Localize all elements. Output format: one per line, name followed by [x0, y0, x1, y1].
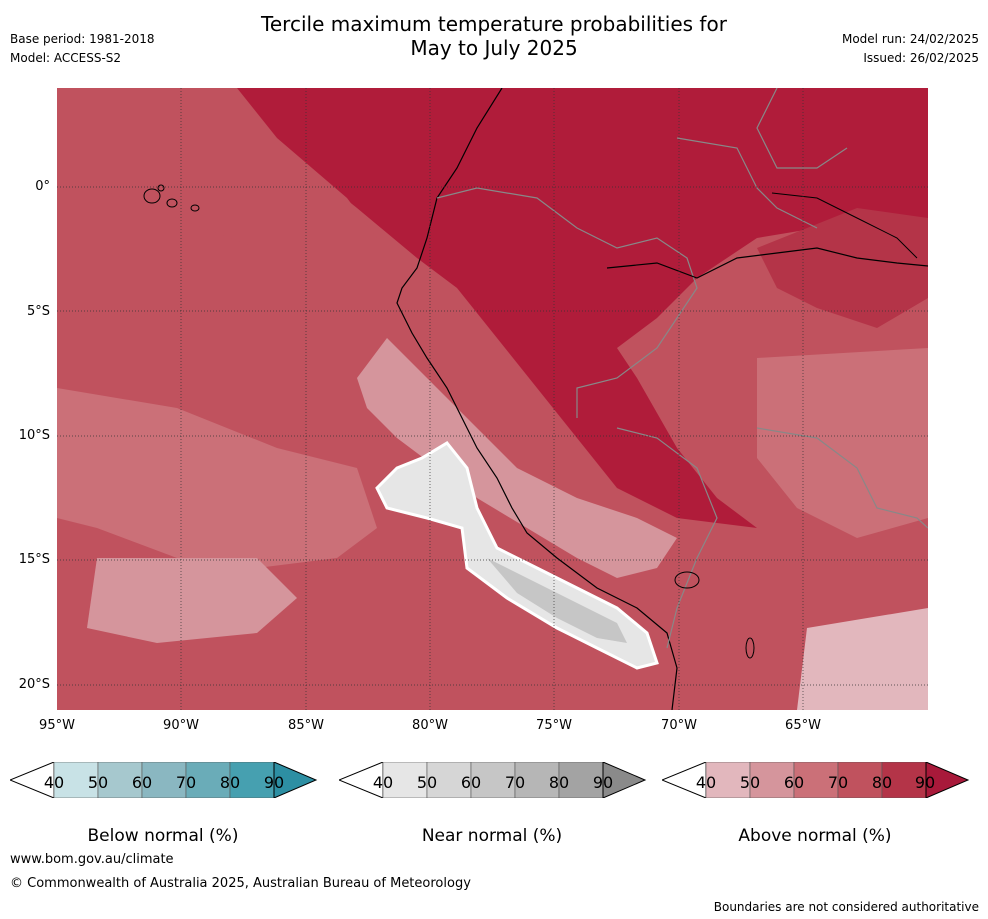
issued-date: Issued: 26/02/2025 [863, 51, 979, 65]
legend-below-tick-90: 90 [263, 773, 285, 792]
map-title: Tercile maximum temperature probabilitie… [0, 12, 988, 60]
lon-label-90w: 90°W [163, 718, 199, 733]
legend-near-tick-70: 70 [504, 773, 526, 792]
lat-label-20s: 20°S [18, 677, 50, 692]
lon-label-85w: 85°W [288, 718, 324, 733]
legend-below-normal-bar [10, 762, 318, 798]
legend-near-normal-bar [339, 762, 647, 798]
legend-below-tick-50: 50 [87, 773, 109, 792]
legend-above-tick-90: 90 [914, 773, 936, 792]
lat-label-5s: 5°S [26, 304, 50, 319]
legend-near-tick-50: 50 [416, 773, 438, 792]
base-period: Base period: 1981-2018 [10, 32, 155, 46]
galapagos-island-1 [143, 188, 161, 204]
border-3 [616, 427, 718, 649]
lake-poopo [745, 637, 755, 659]
website-link[interactable]: www.bom.gov.au/climate [10, 852, 174, 867]
legend-above-tick-60: 60 [783, 773, 805, 792]
legend-above-tick-50: 50 [739, 773, 761, 792]
galapagos-island-2 [166, 198, 178, 208]
legend-above-normal-bar [662, 762, 970, 798]
border-5 [756, 88, 848, 169]
legend-below-normal-title: Below normal (%) [87, 826, 239, 846]
lon-label-70w: 70°W [661, 718, 697, 733]
region-above-70-nw [57, 88, 377, 258]
model-name: Model: ACCESS-S2 [10, 51, 122, 65]
legend-near-tick-60: 60 [460, 773, 482, 792]
legend-above-tick-70: 70 [827, 773, 849, 792]
river-line [606, 247, 928, 279]
region-above-40-se [797, 608, 928, 710]
lat-label-10s: 10°S [18, 428, 50, 443]
galapagos-island-4 [190, 204, 200, 212]
lon-label-95w: 95°W [39, 718, 75, 733]
coastline [396, 88, 678, 710]
region-above-80-east [757, 208, 928, 328]
legend-below-tick-60: 60 [131, 773, 153, 792]
legend-below-tick-70: 70 [175, 773, 197, 792]
region-above-90 [237, 88, 928, 528]
lat-label-15s: 15°S [18, 552, 50, 567]
galapagos-island-3 [157, 184, 165, 192]
boundaries-disclaimer: Boundaries are not considered authoritat… [713, 900, 979, 914]
region-above-50-sw [87, 558, 297, 643]
title-line-1: Tercile maximum temperature probabilitie… [261, 12, 727, 36]
lake-titicaca [674, 571, 700, 589]
river-line-2 [771, 192, 918, 259]
title-line-2: May to July 2025 [410, 36, 578, 60]
meta-right: Model run: 24/02/2025 Issued: 26/02/2025 [842, 32, 979, 70]
border-1 [436, 187, 698, 418]
region-above-60-east [757, 348, 928, 538]
lon-label-75w: 75°W [536, 718, 572, 733]
legend-above-tick-80: 80 [871, 773, 893, 792]
legend-near-normal-title: Near normal (%) [421, 826, 563, 846]
legend-above-normal-title: Above normal (%) [738, 826, 892, 846]
lon-label-80w: 80°W [412, 718, 448, 733]
probability-map [57, 88, 928, 710]
lat-label-0: 0° [35, 179, 50, 194]
region-above-60-west [57, 388, 377, 568]
model-run: Model run: 24/02/2025 [841, 32, 979, 46]
region-near-normal-60 [487, 558, 627, 643]
lon-label-65w: 65°W [785, 718, 821, 733]
legend-below-tick-80: 80 [219, 773, 241, 792]
legend-near-tick-80: 80 [548, 773, 570, 792]
border-2 [676, 137, 818, 229]
legend-near-tick-40: 40 [372, 773, 394, 792]
region-above-50-coast [357, 338, 677, 578]
legend-near-tick-90: 90 [592, 773, 614, 792]
legend-above-tick-40: 40 [695, 773, 717, 792]
meta-left: Base period: 1981-2018 Model: ACCESS-S2 [10, 32, 155, 70]
gridlines [57, 88, 928, 710]
legend-below-tick-40: 40 [43, 773, 65, 792]
copyright-notice: © Commonwealth of Australia 2025, Austra… [10, 876, 471, 891]
